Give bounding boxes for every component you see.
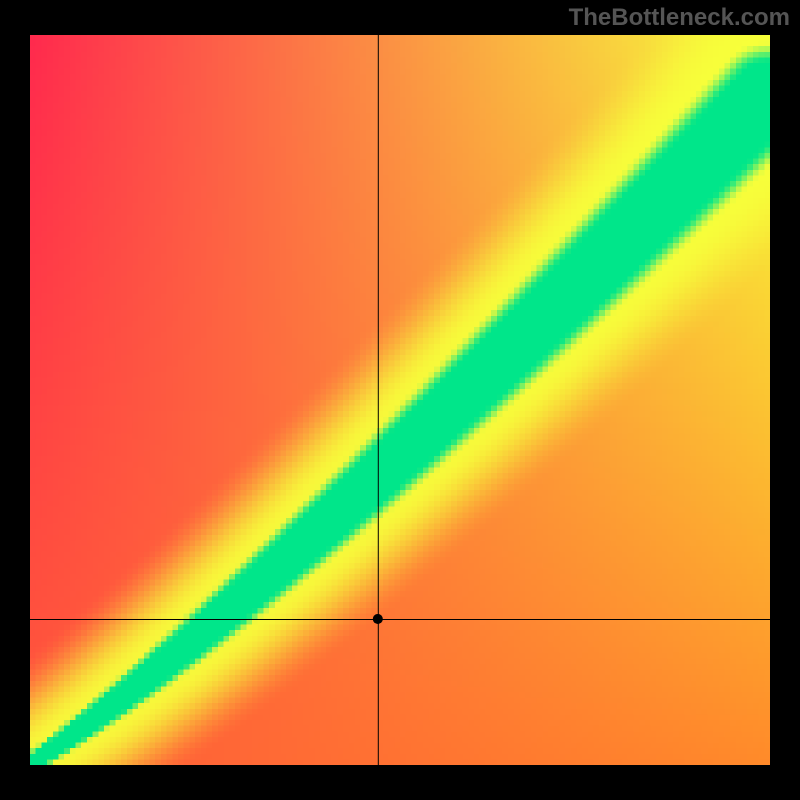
crosshair-overlay xyxy=(30,35,770,765)
watermark-text: TheBottleneck.com xyxy=(569,4,790,32)
plot-frame xyxy=(30,35,770,765)
chart-container: TheBottleneck.com xyxy=(0,0,800,800)
